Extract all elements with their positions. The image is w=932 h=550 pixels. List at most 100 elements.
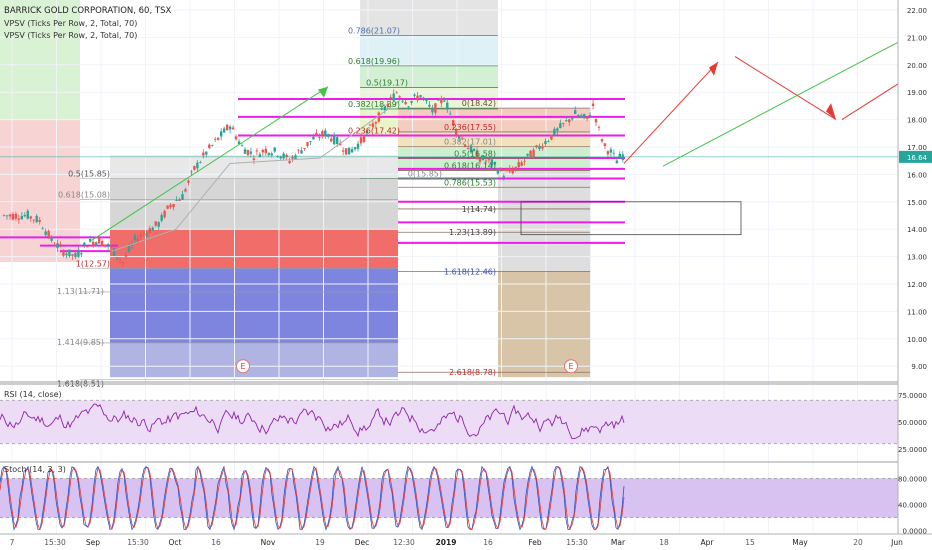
- rsi-legend[interactable]: RSI (14, close): [4, 390, 62, 399]
- candle-body: [285, 154, 288, 157]
- candle-body: [297, 149, 300, 151]
- stoch-d-line: [0, 466, 625, 531]
- candle-body: [362, 135, 366, 143]
- candle-body: [187, 180, 190, 183]
- candle-body: [172, 204, 175, 208]
- candle-body: [475, 150, 479, 160]
- candle-body: [112, 248, 116, 256]
- candle-body: [565, 120, 568, 122]
- fib-mid-label: 0.618(19.96): [348, 57, 400, 66]
- candle-body: [127, 246, 131, 252]
- candle-body: [523, 160, 526, 162]
- fib-mid-label: 0.236(17.42): [348, 126, 400, 135]
- y-tick-label: 12.00: [907, 281, 927, 289]
- candle-body: [344, 148, 348, 155]
- candle-body: [312, 136, 315, 140]
- candle-body: [514, 166, 517, 169]
- candle-body: [169, 204, 172, 207]
- candle-body: [526, 153, 529, 156]
- candle-body: [392, 93, 395, 101]
- candle-body: [463, 144, 467, 147]
- candle-body: [148, 228, 151, 234]
- price-series: [2, 89, 624, 267]
- candle-body: [160, 215, 163, 221]
- y-tick-label: 15.00: [907, 199, 927, 207]
- fib-mid-label: 0(15.85): [408, 170, 442, 179]
- indicator-legend-1[interactable]: VPSV (Ticks Per Row, 2, Total, 70): [4, 19, 138, 28]
- candle-body: [14, 213, 18, 219]
- candle-body: [98, 237, 101, 244]
- candle-body: [478, 158, 482, 162]
- candle-body: [181, 194, 184, 200]
- candle-body: [603, 143, 607, 146]
- candle-body: [568, 119, 571, 123]
- candle-body: [499, 168, 503, 171]
- candle-body: [466, 147, 470, 150]
- stoch-legend[interactable]: Stoch (14, 3, 3): [4, 465, 66, 474]
- candle-body: [267, 152, 270, 156]
- candle-body: [347, 147, 351, 155]
- candle-body: [303, 147, 306, 150]
- candle-body: [490, 159, 494, 166]
- candle-body: [35, 215, 38, 223]
- last-price-label: 16.64: [907, 154, 928, 162]
- candle-body: [416, 95, 419, 101]
- x-tick-label: 7: [10, 538, 15, 547]
- candle-body: [377, 112, 381, 122]
- arrow-red-head-1: [709, 62, 718, 76]
- candle-body: [89, 239, 92, 242]
- y-tick-label: 10.00: [907, 336, 927, 344]
- candle-body: [17, 218, 21, 220]
- candle-body: [38, 219, 41, 222]
- candle-body: [199, 162, 202, 163]
- zone-blue: [110, 268, 398, 343]
- candle-body: [425, 99, 428, 102]
- x-tick-label: Apr: [701, 538, 715, 547]
- candle-body: [258, 154, 262, 158]
- candle-body: [368, 124, 372, 126]
- candle-body: [246, 149, 250, 155]
- candle-body: [270, 153, 273, 156]
- arrow-green-up: [91, 86, 329, 241]
- candle-body: [449, 113, 452, 115]
- candle-body: [118, 259, 122, 261]
- y-tick-label: 13.00: [907, 254, 927, 262]
- rsi-tick-label: 75.0000: [898, 392, 927, 400]
- candle-body: [574, 110, 577, 114]
- candle-body: [219, 131, 223, 137]
- candle-body: [225, 124, 229, 130]
- candle-body: [333, 134, 336, 145]
- candle-body: [556, 128, 559, 131]
- y-tick-label: 9.00: [911, 363, 927, 371]
- candle-body: [547, 141, 550, 143]
- candle-body: [237, 141, 241, 144]
- candle-body: [86, 246, 89, 248]
- candle-body: [517, 162, 520, 168]
- x-tick-label: 12:30: [393, 538, 415, 547]
- x-tick-label: May: [792, 538, 808, 547]
- candle-body: [315, 132, 318, 135]
- candle-body: [493, 162, 497, 165]
- x-tick-label: Oct: [169, 538, 182, 547]
- dashed-path: [111, 100, 401, 252]
- candle-body: [222, 128, 226, 133]
- candle-body: [166, 205, 169, 209]
- zone-grey: [110, 178, 398, 230]
- zone-right-brown: [498, 271, 590, 378]
- candle-body: [398, 96, 401, 98]
- candle-body: [324, 130, 327, 137]
- candle-body: [74, 253, 77, 258]
- candle-body: [591, 103, 595, 106]
- earnings-marker: [564, 359, 578, 374]
- fib-left-label: 0.618(15.08): [58, 191, 110, 200]
- indicator-legend-2[interactable]: VPSV (Ticks Per Row, 2, Total, 70): [4, 31, 138, 40]
- candle-body: [374, 122, 378, 124]
- candle-body: [2, 214, 6, 216]
- rsi-line: [0, 403, 625, 440]
- candle-body: [582, 114, 586, 117]
- y-tick-label: 16.00: [907, 171, 927, 179]
- candle-body: [151, 227, 154, 231]
- candle-body: [404, 101, 407, 105]
